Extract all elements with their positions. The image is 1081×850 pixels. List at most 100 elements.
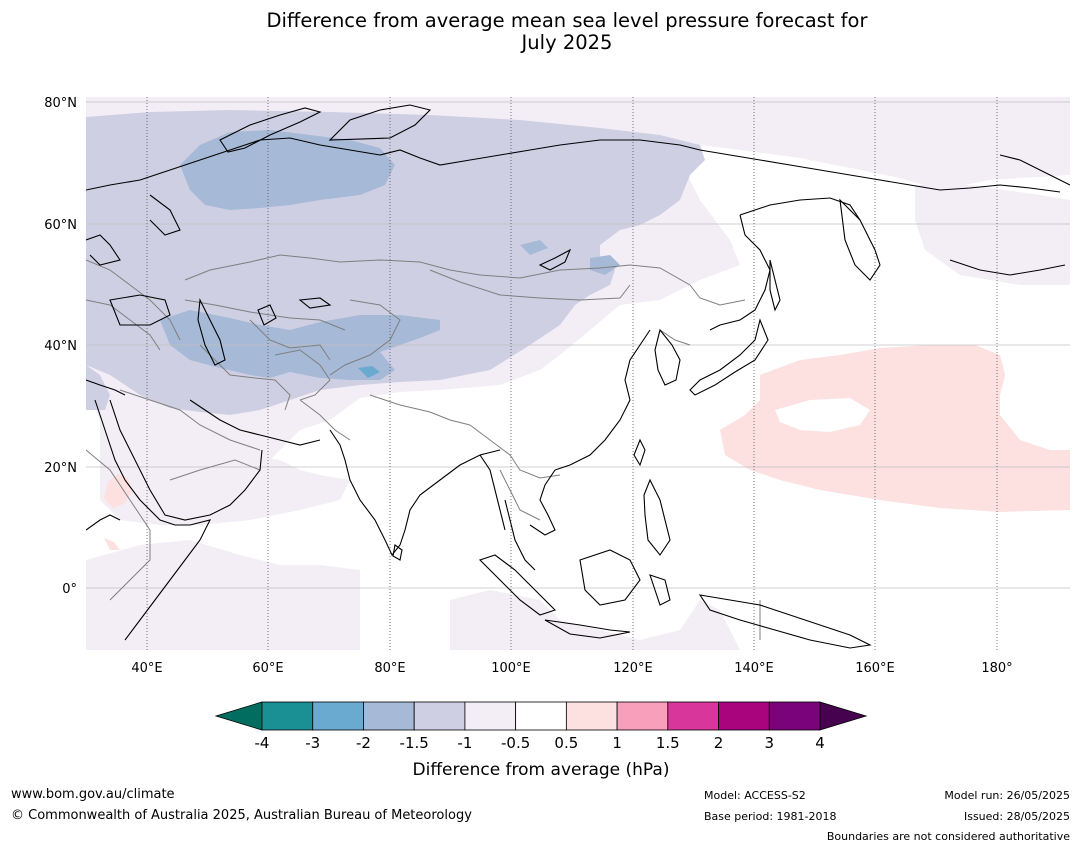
- colorbar-tick-label: -0.5: [501, 734, 530, 752]
- colorbar-segment: [718, 701, 770, 731]
- axis-labels: 80°N 60°N 40°N 20°N 0° 40°E 60°E 80°E 10…: [44, 96, 1012, 676]
- border-europe: [86, 259, 181, 341]
- colorbar-segment: [667, 701, 719, 731]
- lat-label-60n: 60°N: [44, 218, 77, 233]
- lon-label-160e: 160°E: [855, 661, 895, 676]
- coast-borneo: [579, 549, 641, 606]
- title-line-2: July 2025: [521, 31, 613, 54]
- coast-korea: [654, 328, 681, 386]
- anomaly-region-pos-0-5-africa-2: [104, 538, 120, 550]
- anomaly-region-pacific-hole: [775, 398, 870, 432]
- colorbar-tick-label: 4: [815, 734, 825, 752]
- colorbar-segment: [312, 701, 364, 731]
- coast-japan: [689, 318, 769, 396]
- coastlines: [86, 104, 1070, 649]
- anomaly-region-neg-1-arabia: [100, 420, 350, 525]
- colorbar-tick-label: -2: [356, 734, 371, 752]
- colorbar: -4 -3 -2 -1.5 -1 -0.5 0.5 1 1.5 2 3 4 Difference fr…: [214, 701, 868, 780]
- coast-alaska: [999, 154, 1070, 186]
- coast-china-east: [554, 329, 651, 471]
- colorbar-segment: [413, 701, 466, 731]
- coast-mediterranean: [86, 379, 126, 396]
- border-mongolia: [429, 269, 631, 301]
- coast-sakhalin: [769, 259, 781, 312]
- border-korea: [659, 329, 691, 346]
- coast-bering: [949, 259, 1066, 276]
- border-arabia-south: [169, 459, 261, 481]
- border-iran: [199, 344, 291, 411]
- coast-taiwan: [633, 438, 646, 467]
- coast-caspian: [197, 298, 226, 366]
- border-afghan: [274, 349, 331, 401]
- coast-novaya-zemlya: [219, 107, 322, 153]
- lat-label-20n: 20°N: [44, 461, 77, 476]
- lat-label-0: 0°: [62, 582, 77, 597]
- lon-label-100e: 100°E: [491, 661, 531, 676]
- map-area: [86, 97, 1070, 650]
- anomaly-region-neg-2-small: [590, 255, 620, 275]
- title-line-1: Difference from average mean sea level p…: [266, 9, 868, 32]
- lon-label-80e: 80°E: [374, 661, 405, 676]
- lat-label-40n: 40°N: [44, 339, 77, 354]
- colorbar-tick-label: -4: [255, 734, 270, 752]
- grid-lines: [86, 97, 1070, 650]
- country-borders: [86, 254, 761, 640]
- border-seasia: [469, 424, 561, 479]
- anomaly-region-pos-0-5-pacific: [720, 345, 1070, 512]
- footer-boundaries-note: Boundaries are not considered authoritat…: [826, 830, 1070, 843]
- border-china-west: [329, 299, 401, 376]
- coast-africa-horn: [124, 479, 212, 641]
- anomaly-region-neg-2-arctic: [180, 130, 395, 210]
- colorbar-segment: [261, 701, 314, 731]
- colorbar-segment: [565, 701, 618, 731]
- coast-arabia: [109, 399, 263, 521]
- border-africa: [86, 449, 151, 601]
- coast-burma: [479, 454, 506, 531]
- coast-white-sea: [149, 194, 181, 236]
- colorbar-segment: [515, 701, 567, 731]
- footer-model-run: Model run: 26/05/2025: [944, 789, 1070, 802]
- coast-india: [329, 429, 501, 557]
- coast-kamchatka: [839, 198, 881, 281]
- colorbar-tick-label: -1.5: [400, 734, 429, 752]
- anomaly-region-pos-0-5-africa: [104, 474, 132, 508]
- anomaly-region-neg-3-small: [358, 366, 380, 378]
- colorbar-tick-label: -3: [305, 734, 320, 752]
- lon-label-40e: 40°E: [131, 661, 162, 676]
- coast-sulawesi: [649, 574, 671, 606]
- colorbar-tick-label: 0.5: [554, 734, 578, 752]
- footer-url[interactable]: www.bom.gov.au/climate: [11, 787, 175, 802]
- border-arabia: [119, 389, 261, 451]
- coast-russia-east: [709, 214, 771, 331]
- coast-baltic: [86, 234, 121, 266]
- coast-new-guinea: [698, 594, 872, 649]
- colorbar-label: Difference from average (hPa): [413, 760, 670, 780]
- colorbar-tick-labels: -4 -3 -2 -1.5 -1 -0.5 0.5 1 1.5 2 3 4: [255, 734, 825, 752]
- border-kazakh-south: [184, 299, 346, 331]
- border-russia-kazakh: [184, 254, 746, 306]
- coast-vietnam: [529, 469, 556, 536]
- coast-sumatra: [478, 554, 557, 616]
- border-europe-2: [86, 299, 161, 351]
- lon-label-180: 180°: [981, 661, 1012, 676]
- colorbar-over-arrow: [819, 701, 868, 731]
- coast-black-sea: [109, 294, 171, 326]
- border-nepal: [369, 394, 471, 426]
- colorbar-segment: [363, 701, 415, 731]
- coast-arctic-russia: [86, 137, 1061, 193]
- coast-philippines: [643, 478, 671, 556]
- colorbar-segments: [261, 701, 821, 731]
- footer-model: Model: ACCESS-S2: [704, 789, 806, 802]
- lon-label-140e: 140°E: [734, 661, 774, 676]
- anomaly-region-neg-2-small-2: [520, 240, 548, 255]
- colorbar-tick-label: -1: [457, 734, 472, 752]
- anomaly-region-neg-1-northeast: [915, 185, 1070, 285]
- coast-java: [544, 619, 631, 639]
- colorbar-tick-label: 1: [612, 734, 622, 752]
- coast-persian-gulf: [189, 399, 321, 446]
- colorbar-segment: [616, 701, 669, 731]
- coast-lake-baikal: [538, 248, 572, 271]
- lat-label-80n: 80°N: [44, 96, 77, 111]
- colorbar-tick-label: 1.5: [656, 734, 680, 752]
